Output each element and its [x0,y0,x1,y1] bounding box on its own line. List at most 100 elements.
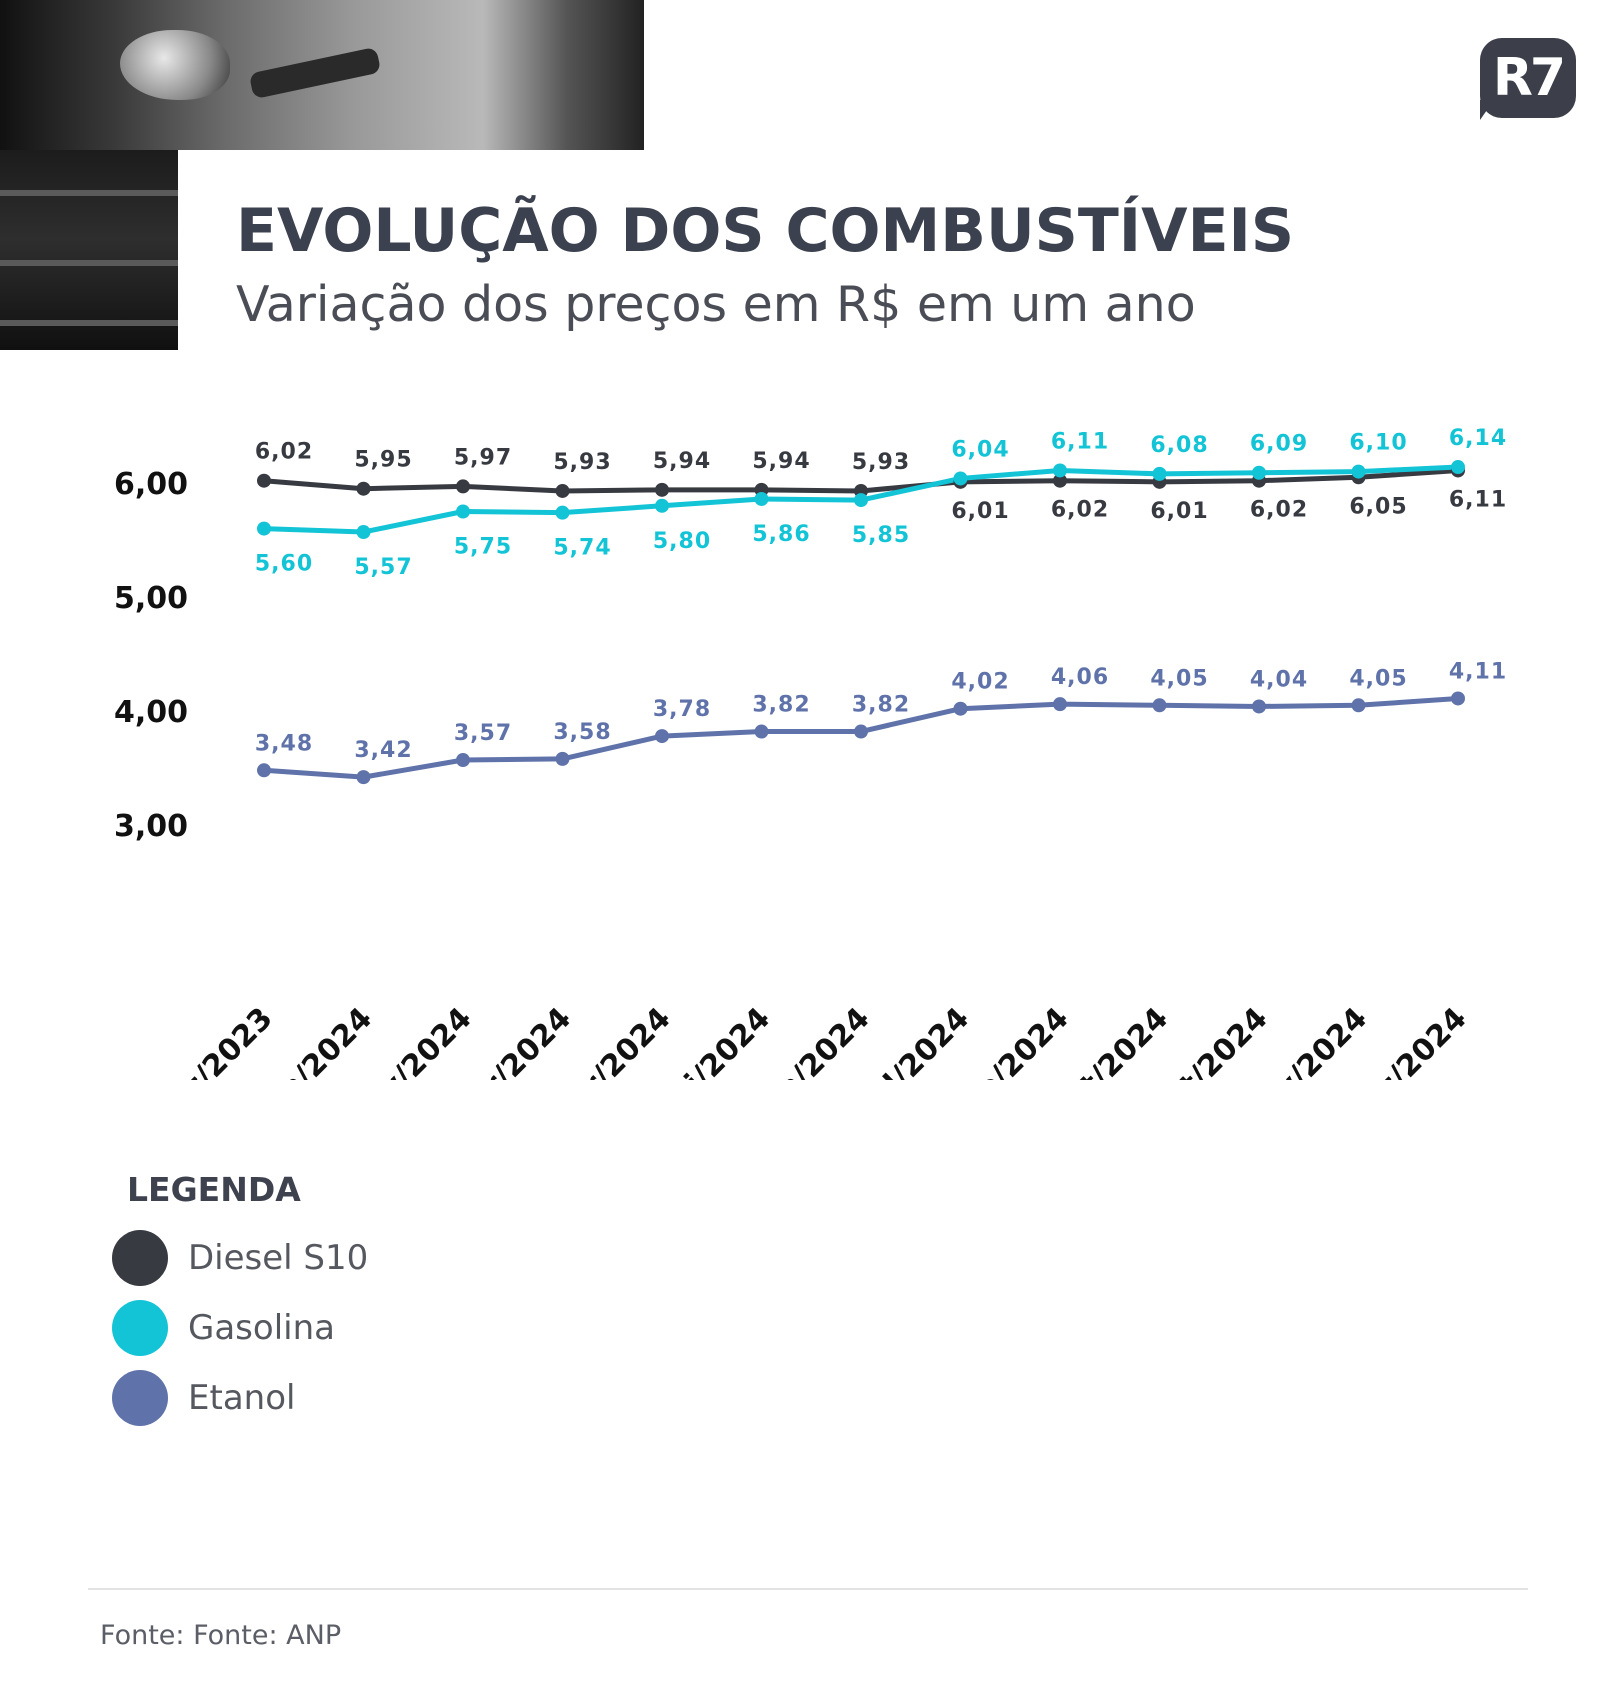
x-tick-label: Jun/2024 [746,1001,877,1080]
legend-label-etanol: Etanol [188,1378,296,1418]
data-label-gasolina: 5,74 [553,536,611,561]
data-point-etanol [257,763,271,778]
header-photo [0,0,644,350]
x-tick-label: Jul/2024 [853,1001,976,1080]
y-tick-label: 4,00 [114,695,188,730]
data-point-gasolina [456,504,470,519]
data-label-etanol: 3,82 [852,693,910,718]
data-label-gasolina: 5,60 [255,552,313,577]
data-point-etanol [953,701,968,716]
data-label-etanol: 3,82 [752,693,810,718]
photo-stripe [0,260,178,266]
data-label-etanol: 3,78 [653,697,711,722]
data-point-gasolina [655,498,669,513]
data-point-gasolina [1053,463,1067,478]
data-label-etanol: 4,04 [1250,667,1308,692]
data-point-etanol [754,724,769,739]
photo-stripe [0,320,178,326]
car-body-photo [0,150,178,350]
legend-item-gasolina: Gasolina [112,1293,368,1363]
data-point-gasolina [1252,465,1266,480]
legend-label-diesel: Diesel S10 [188,1238,369,1278]
data-label-gasolina: 6,11 [1051,429,1109,454]
data-point-diesel-s10 [655,482,669,497]
data-label-diesel-s10: 5,93 [852,450,910,475]
x-tick-label: Dez/2023 [144,1001,280,1080]
footer-divider [88,1588,1528,1590]
data-point-etanol [1152,698,1167,713]
data-point-diesel-s10 [356,481,371,496]
data-label-gasolina: 6,14 [1449,426,1507,451]
x-tick-label: Jan/2024 [249,1001,379,1080]
data-label-etanol: 4,06 [1051,665,1109,690]
y-tick-label: 5,00 [114,581,188,616]
data-label-diesel-s10: 6,02 [255,440,313,465]
data-label-diesel-s10: 5,94 [752,449,810,474]
r7-logo-tail [1480,100,1494,120]
data-point-diesel-s10 [257,473,271,488]
fuel-nozzle-shape [248,46,382,100]
data-point-gasolina [1351,464,1366,479]
data-point-etanol [1451,691,1465,706]
data-point-etanol [1053,697,1067,712]
r7-logo: R7 [1480,38,1576,118]
legend-label-gasolina: Gasolina [188,1308,335,1348]
data-label-etanol: 4,11 [1449,659,1507,684]
data-label-gasolina: 5,75 [454,535,512,560]
data-label-diesel-s10: 6,11 [1449,487,1507,512]
data-label-diesel-s10: 5,97 [454,445,512,470]
data-label-gasolina: 5,57 [354,555,412,580]
data-point-etanol [655,729,669,744]
y-tick-label: 3,00 [114,809,188,844]
page-subtitle: Variação dos preços em R$ em um ano [236,276,1196,333]
source-note: Fonte: Fonte: ANP [100,1620,342,1651]
data-point-diesel-s10 [1053,473,1067,488]
page-title: EVOLUÇÃO DOS COMBUSTÍVEIS [236,196,1295,266]
legend-dot-diesel [112,1230,168,1286]
photo-stripe [0,190,178,196]
data-label-diesel-s10: 6,02 [1250,498,1308,523]
car-refuel-photo [0,0,644,150]
data-label-diesel-s10: 5,94 [653,449,711,474]
data-label-diesel-s10: 6,01 [951,499,1009,524]
legend-item-etanol: Etanol [112,1363,368,1433]
data-label-diesel-s10: 6,01 [1150,499,1208,524]
data-point-gasolina [555,505,570,520]
data-label-etanol: 3,57 [454,721,512,746]
data-label-gasolina: 6,08 [1150,433,1208,458]
data-label-gasolina: 6,04 [951,437,1009,462]
data-point-etanol [1252,699,1266,714]
legend-dot-gasolina [112,1300,168,1356]
data-point-gasolina [953,471,968,486]
data-label-gasolina: 6,09 [1250,432,1308,457]
data-point-etanol [456,753,470,768]
data-label-etanol: 3,42 [354,738,412,763]
legend-item-diesel: Diesel S10 [112,1223,368,1293]
data-point-gasolina [356,525,371,540]
data-label-gasolina: 5,80 [653,529,711,554]
legend: LEGENDA Diesel S10 Gasolina Etanol [112,1170,368,1433]
car-headlight-shape [120,30,230,100]
data-point-etanol [356,770,371,785]
legend-title: LEGENDA [127,1170,301,1209]
data-point-etanol [555,751,570,766]
data-label-etanol: 3,48 [255,731,313,756]
data-label-etanol: 4,02 [951,670,1009,695]
data-point-gasolina [1451,460,1465,475]
data-point-gasolina [257,521,271,536]
data-label-diesel-s10: 6,02 [1051,498,1109,523]
data-point-diesel-s10 [555,483,570,498]
legend-dot-etanol [112,1370,168,1426]
data-label-gasolina: 5,86 [752,522,810,547]
data-point-gasolina [854,493,868,508]
data-label-etanol: 4,05 [1150,666,1208,691]
fuel-price-chart: 6,005,004,003,00Dez/2023Jan/2024Fev/2024… [114,426,1507,1080]
data-label-etanol: 3,58 [553,720,611,745]
data-label-etanol: 4,05 [1349,666,1407,691]
data-point-etanol [854,724,868,739]
data-label-gasolina: 5,85 [852,523,910,548]
data-point-etanol [1351,698,1366,713]
data-label-diesel-s10: 5,93 [553,450,611,475]
y-tick-label: 6,00 [114,467,188,502]
data-label-diesel-s10: 6,05 [1349,494,1407,519]
